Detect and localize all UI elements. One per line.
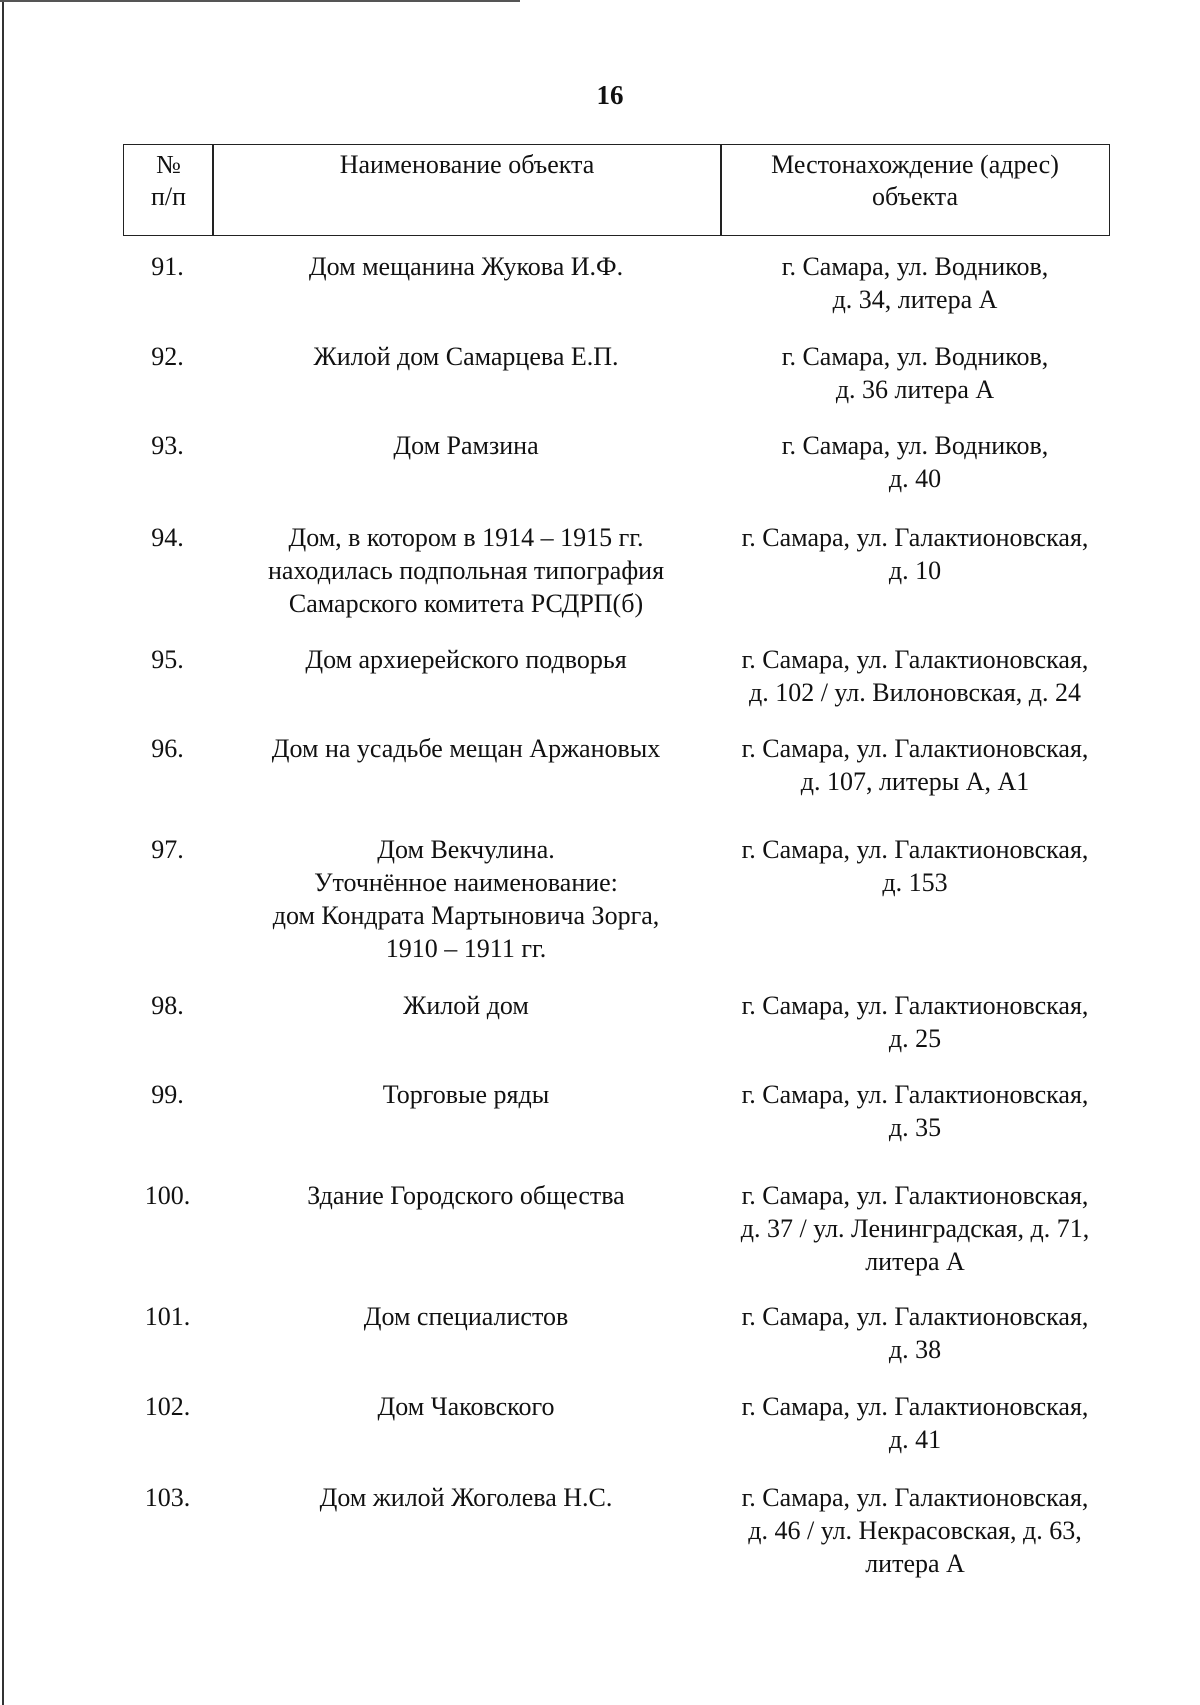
row-number: 91. [151, 252, 184, 281]
scan-edge-top [0, 0, 520, 2]
row-number: 103. [144, 1483, 191, 1512]
object-address: г. Самара, ул. Галактионовская, д. 153 [741, 835, 1089, 897]
object-name: Дом архиерейского подворья [305, 645, 627, 674]
object-name: Дом мещанина Жукова И.Ф. [308, 252, 624, 281]
object-name: Торговые ряды [382, 1080, 550, 1109]
object-address: г. Самара, ул. Галактионовская, д. 38 [741, 1302, 1089, 1364]
object-name: Дом, в котором в 1914 – 1915 гг. находил… [267, 523, 665, 618]
row-number: 97. [151, 835, 184, 864]
object-address: г. Самара, ул. Галактионовская, д. 46 / … [741, 1483, 1089, 1578]
object-address: г. Самара, ул. Галактионовская, д. 107, … [741, 734, 1089, 796]
row-number: 98. [151, 991, 184, 1020]
object-name: Жилой дом Самарцева Е.П. [313, 342, 619, 371]
object-name: Дом Векчулина. Уточнённое наименование: … [272, 835, 660, 963]
object-address: г. Самара, ул. Галактионовская, д. 37 / … [740, 1181, 1090, 1276]
object-name: Дом жилой Жоголева Н.С. [319, 1483, 613, 1512]
object-address: г. Самара, ул. Галактионовская, д. 41 [741, 1392, 1089, 1454]
row-number: 94. [151, 523, 184, 552]
column-divider [212, 145, 214, 235]
row-number: 95. [151, 645, 184, 674]
header-name: Наименование объекта [339, 150, 595, 179]
header-number: № п/п [150, 150, 187, 211]
object-name: Дом на усадьбе мещан Аржановых [271, 734, 661, 763]
header-address: Местонахождение (адрес) объекта [771, 150, 1059, 211]
table-header: № п/п Наименование объекта Местонахожден… [123, 144, 1110, 236]
column-divider [720, 145, 722, 235]
row-number: 100. [144, 1181, 191, 1210]
object-address: г. Самара, ул. Водников, д. 36 литера А [781, 342, 1049, 404]
object-address: г. Самара, ул. Галактионовская, д. 102 /… [741, 645, 1089, 707]
object-address: г. Самара, ул. Галактионовская, д. 35 [741, 1080, 1089, 1142]
object-address: г. Самара, ул. Водников, д. 40 [781, 431, 1049, 493]
object-name: Жилой дом [403, 991, 529, 1020]
object-name: Дом специалистов [363, 1302, 569, 1331]
object-name: Дом Рамзина [393, 431, 539, 460]
scan-edge-left [2, 0, 4, 1705]
row-number: 93. [151, 431, 184, 460]
row-number: 96. [151, 734, 184, 763]
object-address: г. Самара, ул. Водников, д. 34, литера А [781, 252, 1049, 314]
object-address: г. Самара, ул. Галактионовская, д. 25 [741, 991, 1089, 1053]
object-name: Дом Чаковского [377, 1392, 555, 1421]
page-number: 16 [596, 80, 624, 110]
row-number: 99. [151, 1080, 184, 1109]
row-number: 102. [144, 1392, 191, 1421]
object-name: Здание Городского общества [307, 1181, 625, 1210]
object-address: г. Самара, ул. Галактионовская, д. 10 [741, 523, 1089, 585]
row-number: 101. [144, 1302, 191, 1331]
row-number: 92. [151, 342, 184, 371]
